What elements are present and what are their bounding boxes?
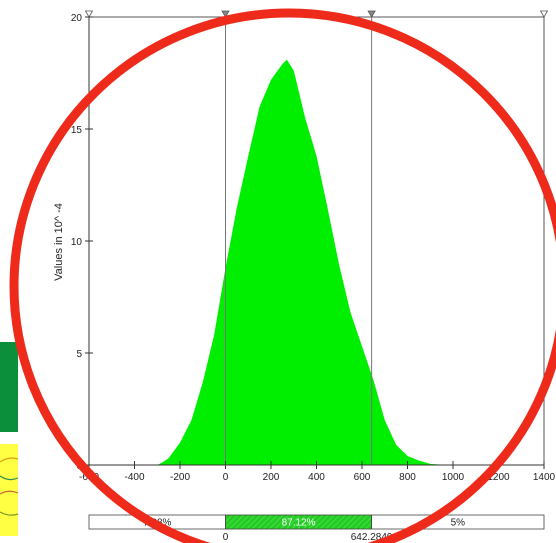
x-tick-label: 200 xyxy=(263,472,280,483)
y-tick-label: 5 xyxy=(76,349,82,360)
y-tick-label: 20 xyxy=(71,13,83,24)
slider-handles[interactable] xyxy=(84,10,549,18)
x-tick-label: -400 xyxy=(124,472,144,483)
x-tick-label: 1200 xyxy=(487,472,510,483)
x-tick-label: 400 xyxy=(308,472,325,483)
distribution-area xyxy=(157,59,453,465)
y-tick-label: 10 xyxy=(71,237,83,248)
y-tick-label: 15 xyxy=(71,125,83,136)
band-label-2: 5% xyxy=(451,518,466,529)
slider-handle-2[interactable] xyxy=(367,10,376,18)
slider-handle-1[interactable] xyxy=(221,10,230,18)
x-tick-label: -200 xyxy=(170,472,190,483)
marker-lines xyxy=(225,17,373,465)
side-tab-yellow-line-1 xyxy=(0,457,19,463)
slider-handle-0[interactable] xyxy=(84,10,94,18)
slider-handle-3[interactable] xyxy=(539,10,549,18)
marker-value-label-1: 642.2849 xyxy=(351,532,393,543)
side-tab-yellow[interactable] xyxy=(0,444,18,536)
side-tab-yellow-line-2 xyxy=(0,475,19,481)
x-tick-label: 600 xyxy=(354,472,371,483)
side-tab-yellow-line-4 xyxy=(0,511,19,516)
marker-value-label-0: 0 xyxy=(223,532,229,543)
x-tick-label: 800 xyxy=(399,472,416,483)
y-axis-label: Values in 10^ -4 xyxy=(53,203,65,281)
annotation-circle xyxy=(9,8,556,543)
x-tick-label: 0 xyxy=(223,472,229,483)
x-tick-label: 1000 xyxy=(442,472,465,483)
x-tick-label: 1400 xyxy=(533,472,556,483)
band-label-1: 87.12% xyxy=(282,518,316,529)
side-tab-green[interactable] xyxy=(0,342,18,432)
side-tab-yellow-line-3 xyxy=(0,490,19,495)
